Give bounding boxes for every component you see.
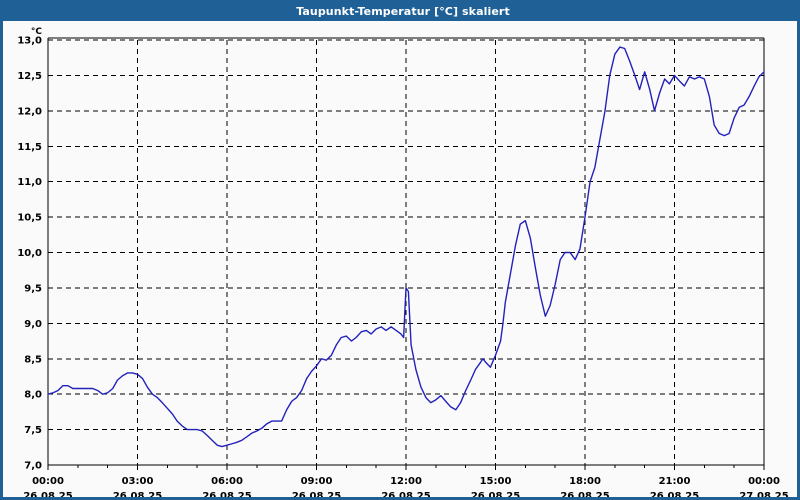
y-tick-label: 11,0 (17, 177, 42, 188)
x-axis-tick-labels: 00:00 26.08.25 03:00 26.08.25 06:00 26.08.25 0… (23, 476, 788, 500)
x-tick-label-date: 27.08.25 (739, 491, 788, 500)
y-tick-label: 10,0 (17, 248, 42, 259)
x-tick-label-date: 26.08.25 (23, 491, 72, 500)
grid-lines (48, 39, 764, 466)
x-tick-label-time: 00:00 (748, 476, 780, 487)
x-tick-label-date: 26.08.25 (650, 491, 699, 500)
x-tick-label-time: 18:00 (569, 476, 601, 487)
y-tick-label: 9,0 (24, 319, 42, 330)
x-tick-label-date: 26.08.25 (381, 491, 430, 500)
y-tick-label: 13,0 (17, 36, 42, 47)
x-tick-label-time: 06:00 (211, 476, 243, 487)
y-tick-label: 7,0 (24, 461, 42, 472)
x-tick-label-date: 26.08.25 (113, 491, 162, 500)
y-axis-tick-labels: 7,0 7,5 8,0 8,5 9,0 9,5 10,0 10,5 11,0 11,5 12,0 12… (17, 36, 42, 472)
x-tick-label-date: 26.08.25 (202, 491, 251, 500)
axis-tick-marks (47, 465, 765, 470)
page-title: Taupunkt-Temperatur [°C] skaliert (296, 5, 510, 18)
y-tick-label: 12,5 (17, 71, 42, 82)
y-tick-label: 10,5 (17, 213, 42, 224)
x-tick-label-time: 21:00 (659, 476, 691, 487)
window-title-bar: Taupunkt-Temperatur [°C] skaliert (3, 3, 797, 21)
x-tick-label-time: 15:00 (480, 476, 512, 487)
x-tick-label-time: 03:00 (122, 476, 154, 487)
x-tick-label-time: 09:00 (301, 476, 333, 487)
y-tick-label: 8,0 (24, 390, 42, 401)
y-tick-label: 12,0 (17, 106, 42, 117)
y-tick-label: 11,5 (17, 142, 42, 153)
dewpoint-line-chart: 7,0 7,5 8,0 8,5 9,0 9,5 10,0 10,5 11,0 11,5 12,0 12… (17, 27, 788, 500)
plot-host: 7,0 7,5 8,0 8,5 9,0 9,5 10,0 10,5 11,0 11,5 12,0 12… (3, 21, 797, 500)
y-tick-label: 8,5 (24, 354, 42, 365)
y-axis-unit-label: °C (31, 27, 43, 37)
x-tick-label-date: 26.08.25 (471, 491, 520, 500)
x-tick-label-date: 26.08.25 (292, 491, 341, 500)
y-tick-label: 7,5 (24, 425, 42, 436)
y-tick-label: 9,5 (24, 283, 42, 294)
x-tick-label-time: 00:00 (32, 476, 64, 487)
x-tick-label-date: 26.08.25 (560, 491, 609, 500)
x-tick-label-time: 12:00 (390, 476, 422, 487)
series-line-taupunkt (47, 46, 765, 448)
